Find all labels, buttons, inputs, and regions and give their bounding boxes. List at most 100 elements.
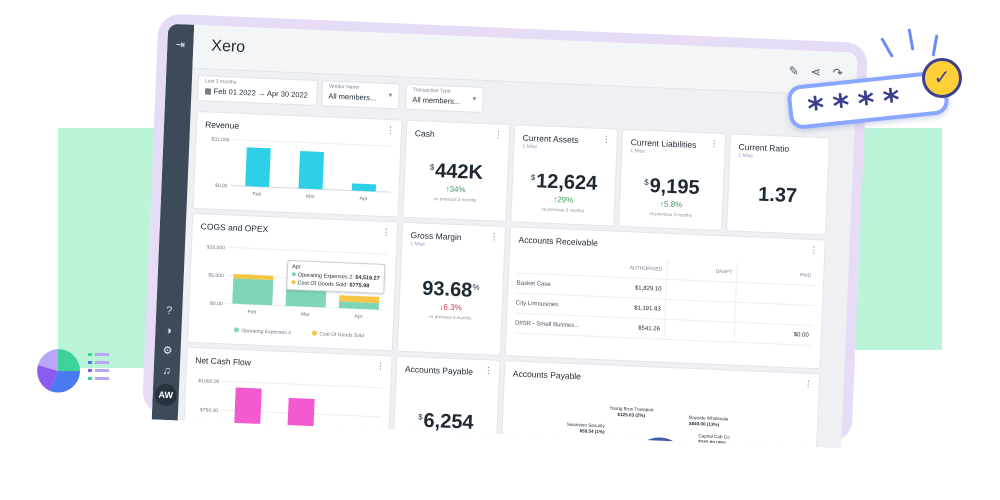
more-vertical-icon[interactable]: ⋮ bbox=[489, 231, 499, 242]
cash-note: vs previous 3 months bbox=[433, 195, 477, 203]
vendor-name-filter[interactable]: Vendor Name All members... ▼ bbox=[320, 80, 400, 110]
slice-value: $840.00 (13%) bbox=[689, 421, 720, 427]
draft-amount bbox=[664, 319, 736, 342]
palette-icon[interactable]: ◑ bbox=[164, 324, 172, 338]
current-assets-note: vs previous 3 months bbox=[541, 206, 585, 214]
accounts-payable-title: Accounts Payable bbox=[404, 363, 474, 377]
more-vertical-icon[interactable]: ⋮ bbox=[809, 244, 819, 256]
cash-title: Cash bbox=[414, 128, 435, 139]
draft-amount bbox=[665, 299, 737, 322]
accounts-receivable-card: Accounts Receivable ⋮ AUTHORISED DRAFT P… bbox=[504, 226, 826, 370]
column-header: AUTHORISED bbox=[597, 256, 668, 279]
gross-margin-note: vs previous 3 months bbox=[428, 313, 472, 321]
contact-name: City Limousines bbox=[515, 300, 559, 308]
legend-label: Cost Of Goods Sold bbox=[319, 331, 364, 339]
y-tick-label: $1000.00 bbox=[198, 378, 219, 385]
cogs-opex-bar bbox=[233, 274, 274, 281]
tooltip-value: $4,516.27 bbox=[355, 274, 380, 282]
settings-gear-icon[interactable]: ⚙ bbox=[162, 344, 173, 358]
column-header bbox=[518, 263, 598, 266]
donut-slice bbox=[673, 445, 687, 449]
more-vertical-icon[interactable]: ⋮ bbox=[493, 129, 504, 140]
gross-margin-value: 93.68% bbox=[400, 277, 503, 304]
date-range-text: Feb 01 2022 → Apr 30 2022 bbox=[213, 86, 309, 100]
y-tick-label: $5,000 bbox=[208, 273, 224, 280]
column-header: DRAFT bbox=[667, 259, 738, 282]
gridline bbox=[232, 139, 393, 147]
collapse-sidebar-icon[interactable]: ⇥ bbox=[175, 39, 186, 52]
accounts-payable-value: $6,254 bbox=[394, 409, 497, 436]
transaction-type-filter[interactable]: Transaction Type All members... ▼ bbox=[404, 83, 484, 113]
donut-slice bbox=[645, 439, 652, 448]
x-tick-label: Feb bbox=[247, 309, 256, 315]
more-vertical-icon[interactable]: ⋮ bbox=[601, 133, 612, 145]
accounts-payable-kpi-card: Accounts Payable ⋮ $6,254 bbox=[393, 355, 501, 440]
authorised-amount: $1,191.83 bbox=[595, 296, 667, 319]
current-ratio-card: Current Ratio 1 Mise 1.37 bbox=[726, 133, 831, 236]
gross-margin-title: Gross Margin bbox=[410, 230, 462, 243]
current-liabilities-note: vs previous 3 months bbox=[649, 211, 693, 218]
notifications-bell-icon[interactable]: ♫ bbox=[162, 364, 172, 378]
accounts-receivable-table: AUTHORISED DRAFT PAID Basket Case $1,829… bbox=[514, 253, 816, 346]
legend-marker bbox=[233, 327, 239, 333]
net-cash-flow-card: Net Cash Flow ⋮ $1000.00 $750.00 bbox=[183, 346, 393, 436]
help-icon[interactable]: ? bbox=[165, 304, 173, 318]
edit-pencil-icon[interactable]: ✎ bbox=[788, 63, 799, 79]
current-ratio-subtitle: 1 Mise bbox=[738, 152, 754, 160]
current-ratio-title: Current Ratio bbox=[738, 141, 790, 154]
y-tick-label: $0.00 bbox=[210, 301, 223, 308]
gross-margin-card: Gross Margin 1 Mise ⋮ 93.68% ↓6.3% vs pr… bbox=[396, 221, 507, 356]
sparkle-ray bbox=[931, 34, 939, 57]
y-tick-label: $10,000 bbox=[207, 245, 226, 252]
date-range-filter[interactable]: Last 3 months ▦ Feb 01 2022 → Apr 30 202… bbox=[197, 75, 319, 107]
device-frame: ⇥ ? ◑ ⚙ ♫ AW Xero ✎ ⋖ ↷ Last 3 months bbox=[141, 13, 869, 449]
revenue-bar bbox=[351, 183, 377, 192]
revenue-bar bbox=[245, 147, 271, 188]
legend-marker bbox=[311, 330, 317, 336]
column-header: PAID bbox=[799, 271, 812, 279]
currency-symbol: $ bbox=[429, 162, 435, 172]
slice-label: Swanston Security bbox=[567, 422, 606, 429]
contact-name: DIISR - Small Busines... bbox=[514, 320, 580, 329]
app-title: Xero bbox=[211, 37, 246, 56]
currency-symbol: $ bbox=[530, 173, 536, 183]
more-vertical-icon[interactable]: ⋮ bbox=[709, 138, 719, 149]
donut-slice bbox=[649, 437, 674, 449]
gross-margin-value-number: 93.68 bbox=[421, 277, 473, 302]
slice-label: Central Copiers bbox=[700, 445, 733, 448]
transaction-type-value: All members... bbox=[412, 95, 461, 107]
percent-unit: % bbox=[472, 282, 480, 292]
user-avatar[interactable]: AW bbox=[154, 383, 178, 407]
current-assets-card: Current Assets 1 Mise ⋮ $12,624 ↑29% vs … bbox=[510, 124, 619, 227]
password-mask: **** bbox=[804, 80, 910, 129]
slice-value: $125.03 (2%) bbox=[617, 412, 645, 418]
revenue-chart: $32,000 $0.00 Feb Mar Apr bbox=[211, 137, 393, 202]
donut-slice bbox=[629, 440, 690, 449]
current-assets-value-number: 12,624 bbox=[535, 170, 598, 195]
transaction-type-label: Transaction Type bbox=[412, 87, 451, 95]
paid-amount bbox=[735, 303, 814, 325]
net-cash-flow-chart: $1000.00 $750.00 bbox=[198, 378, 383, 436]
contact-name: Basket Case bbox=[516, 280, 551, 288]
current-liabilities-change-value: 5.8% bbox=[663, 199, 683, 210]
x-tick-label: Apr bbox=[359, 196, 367, 202]
current-assets-subtitle: 1 Mise bbox=[522, 143, 538, 151]
net-cash-flow-bar bbox=[233, 387, 262, 436]
cash-change-value: 34% bbox=[449, 184, 466, 195]
current-liabilities-value-number: 9,195 bbox=[649, 175, 701, 200]
export-icon[interactable]: ↷ bbox=[832, 65, 844, 81]
paid-amount: $0.00 bbox=[793, 331, 809, 339]
currency-symbol: $ bbox=[418, 412, 423, 422]
date-range-value: ▦ Feb 01 2022 → Apr 30 2022 bbox=[204, 86, 310, 99]
cash-value: $442K bbox=[405, 159, 508, 186]
cogs-opex-bar bbox=[232, 278, 274, 306]
slice-label: Young Bros Transport bbox=[609, 406, 654, 413]
accounts-payable-donut-chart: Young Bros Transport$125.03 (2%) Bayside … bbox=[567, 406, 733, 449]
draft-amount bbox=[666, 279, 737, 302]
x-tick-label: Apr bbox=[354, 314, 362, 320]
y-tick-label: $0.00 bbox=[215, 183, 228, 190]
sparkle-ray bbox=[907, 28, 915, 51]
gross-margin-subtitle: 1 Mise bbox=[410, 241, 426, 248]
share-icon[interactable]: ⋖ bbox=[810, 64, 822, 80]
more-vertical-icon[interactable]: ⋮ bbox=[483, 365, 494, 376]
